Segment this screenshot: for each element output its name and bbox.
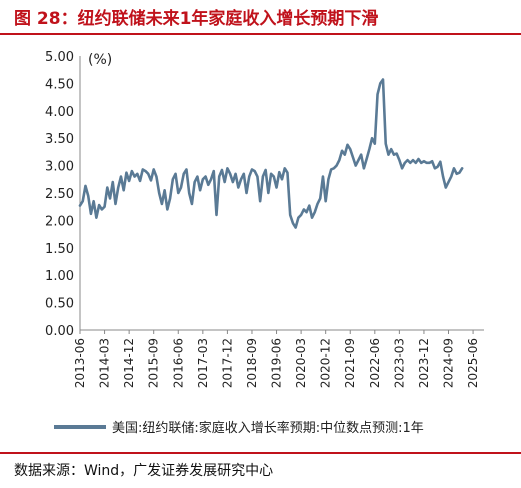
- x-tick-label: 2023-03: [392, 338, 406, 388]
- series-line: [78, 78, 464, 229]
- x-tick-label: 2019-06: [270, 338, 284, 388]
- y-tick-label: 2.50: [45, 187, 74, 202]
- line-chart: 0.00 0.50 1.00 1.50 2.00 2.50 3.00 3.50 4.00 4.50…: [45, 50, 484, 436]
- x-tick-label: 2015-09: [147, 338, 161, 388]
- footer-divider: [0, 452, 521, 454]
- x-tick-label: 2020-03: [294, 338, 308, 388]
- x-tick-label: 2024-09: [442, 338, 456, 388]
- x-tick-label: 2018-09: [245, 338, 259, 388]
- x-tick-label: 2020-12: [319, 338, 333, 388]
- x-tick-label: 2023-12: [417, 338, 431, 388]
- x-tick-label: 2017-03: [196, 338, 210, 388]
- x-tick-label: 2013-06: [73, 338, 87, 388]
- x-axis: 2013-06 2014-03 2014-12 2015-09 2016-06 2017-…: [73, 329, 484, 388]
- y-tick-label: 3.00: [45, 160, 74, 175]
- y-tick-label: 1.00: [45, 269, 74, 284]
- x-tick-label: 2025-06: [466, 338, 480, 388]
- y-tick-label: 1.50: [45, 242, 74, 257]
- y-tick-label: 5.00: [45, 50, 74, 65]
- title-divider: [0, 33, 521, 35]
- legend-label: 美国:纽约联储:家庭收入增长率预期:中位数点预测:1年: [112, 420, 424, 436]
- x-tick-label: 2016-06: [171, 338, 185, 388]
- legend: 美国:纽约联储:家庭收入增长率预期:中位数点预测:1年: [54, 420, 424, 436]
- plot-area: [78, 78, 464, 229]
- y-tick-label: 2.00: [45, 214, 74, 229]
- x-tick-label: 2014-12: [122, 338, 136, 388]
- x-tick-label: 2022-06: [368, 338, 382, 388]
- chart-title: 图 28：纽约联储未来1年家庭收入增长预期下滑: [14, 9, 379, 29]
- data-source: 数据来源：Wind，广发证券发展研究中心: [14, 463, 274, 479]
- y-tick-label: 0.50: [45, 297, 74, 312]
- y-tick-label: 4.50: [45, 77, 74, 92]
- x-tick-label: 2017-12: [220, 338, 234, 388]
- y-axis: 0.00 0.50 1.00 1.50 2.00 2.50 3.00 3.50 4.00 4.50…: [45, 50, 81, 339]
- x-tick-label: 2021-09: [343, 338, 357, 388]
- y-tick-label: 4.00: [45, 105, 74, 120]
- x-tick-label: 2014-03: [98, 338, 112, 388]
- y-tick-label: 3.50: [45, 132, 74, 147]
- y-tick-label: 0.00: [45, 324, 74, 339]
- y-axis-unit-label: (%): [88, 52, 112, 68]
